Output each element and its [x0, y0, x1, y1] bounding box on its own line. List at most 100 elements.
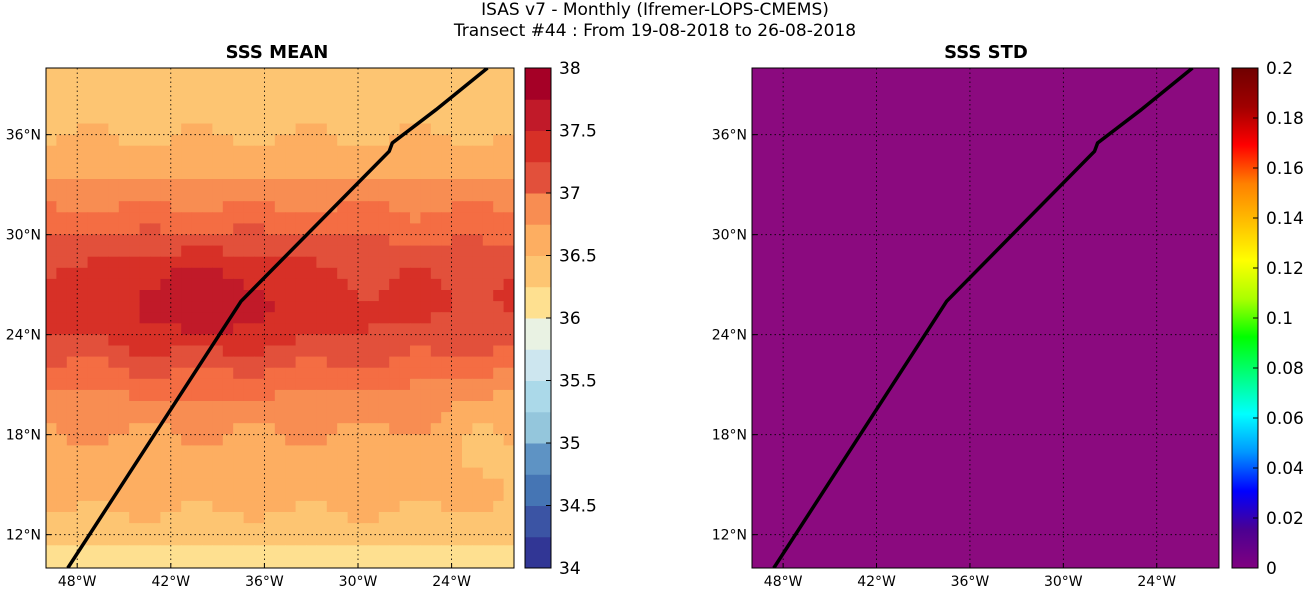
sss-mean-cell — [202, 101, 213, 113]
sss-mean-cell — [399, 223, 411, 236]
sss-mean-cell — [514, 246, 525, 258]
sss-mean-cell — [129, 256, 141, 269]
sss-mean-cell — [274, 112, 286, 125]
sss-mean-cell — [482, 345, 494, 358]
sss-mean-cell — [160, 367, 172, 380]
sss-mean-cell — [514, 468, 525, 480]
sss-mean-cell — [98, 156, 109, 169]
sss-mean-cell — [56, 256, 68, 269]
sss-mean-cell — [191, 500, 203, 513]
sss-mean-cell — [87, 234, 99, 247]
sss-mean-cell — [170, 534, 182, 546]
sss-mean-cell — [108, 345, 120, 358]
sss-mean-cell — [337, 134, 349, 147]
sss-mean-cell — [410, 478, 421, 491]
sss-mean-cell — [378, 156, 390, 169]
sss-mean-cell — [316, 123, 328, 136]
sss-mean-cell — [493, 134, 505, 147]
sss-mean-cell — [493, 323, 505, 335]
sss-mean-cell — [46, 290, 57, 302]
sss-mean-cell — [462, 423, 473, 435]
sss-mean-cell — [420, 478, 432, 491]
sss-mean-cell — [326, 145, 338, 158]
sss-mean-cell — [514, 179, 525, 191]
sss-mean-cell — [118, 68, 130, 80]
sss-mean-cell — [108, 545, 120, 557]
sss-mean-cell — [170, 389, 182, 402]
sss-mean-cell — [222, 489, 234, 502]
sss-mean-cell — [306, 167, 317, 180]
sss-mean-cell — [139, 545, 151, 557]
sss-mean-cell — [46, 545, 57, 557]
colorbar-tick-label: 38 — [559, 59, 581, 79]
sss-mean-cell — [191, 201, 203, 213]
sss-mean-cell — [347, 223, 359, 236]
sss-mean-cell — [358, 267, 369, 280]
sss-mean-cell — [399, 68, 411, 80]
sss-mean-cell — [243, 556, 255, 568]
sss-mean-cell — [441, 223, 453, 236]
sss-mean-cell — [191, 378, 203, 391]
sss-mean-cell — [46, 190, 57, 202]
sss-mean-cell — [368, 556, 380, 568]
sss-mean-cell — [316, 334, 328, 347]
sss-mean-cell — [264, 256, 276, 269]
sss-mean-cell — [337, 534, 349, 546]
sss-mean-cell — [129, 134, 141, 147]
sss-mean-cell — [181, 290, 193, 302]
sss-mean-cell — [514, 523, 525, 535]
sss-mean-cell — [358, 245, 369, 258]
sss-mean-cell — [368, 190, 380, 202]
sss-mean-cell — [410, 378, 421, 391]
sss-mean-cell — [56, 500, 68, 513]
sss-mean-cell — [274, 323, 286, 335]
sss-mean-cell — [358, 68, 369, 80]
sss-mean-cell — [181, 179, 193, 191]
sss-mean-cell — [514, 412, 525, 424]
sss-mean-cell — [46, 412, 57, 424]
sss-mean-cell — [389, 567, 401, 568]
sss-mean-cell — [295, 445, 307, 458]
sss-mean-cell — [233, 312, 245, 324]
sss-mean-cell — [462, 401, 473, 413]
sss-mean-cell — [170, 267, 182, 280]
sss-mean-cell — [139, 467, 151, 480]
sss-mean-cell — [503, 500, 514, 513]
sss-mean-cell — [264, 112, 276, 125]
sss-mean-cell — [77, 445, 89, 458]
sss-mean-cell — [441, 478, 453, 491]
sss-mean-cell — [56, 101, 68, 113]
sss-mean-cell — [118, 223, 130, 236]
sss-mean-cell — [170, 434, 182, 446]
sss-mean-cell — [430, 512, 442, 524]
sss-mean-cell — [264, 467, 276, 480]
sss-mean-cell — [337, 256, 349, 269]
lat-tick-label: 12°N — [6, 528, 41, 544]
sss-mean-cell — [222, 478, 234, 491]
sss-mean-cell — [108, 101, 120, 113]
sss-mean-cell — [462, 545, 473, 557]
sss-mean-cell — [160, 90, 172, 102]
sss-mean-cell — [98, 534, 109, 546]
sss-mean-cell — [233, 423, 245, 435]
colorbar-tick-label: 0.18 — [1266, 109, 1304, 129]
sss-mean-cell — [451, 367, 463, 380]
sss-mean-cell — [150, 545, 161, 557]
sss-mean-cell — [347, 323, 359, 335]
sss-mean-cell — [108, 223, 120, 236]
sss-mean-cell — [306, 512, 317, 524]
sss-mean-cell — [118, 478, 130, 491]
sss-mean-cell — [77, 434, 89, 446]
sss-mean-cell — [66, 489, 78, 502]
sss-mean-cell — [295, 101, 307, 113]
sss-mean-cell — [503, 356, 514, 369]
sss-mean-cell — [451, 523, 463, 535]
sss-mean-cell — [441, 445, 453, 458]
sss-mean-cell — [160, 512, 172, 524]
sss-mean-cell — [46, 478, 57, 491]
sss-mean-cell — [129, 323, 141, 335]
sss-mean-cell — [326, 112, 338, 125]
sss-mean-cell — [202, 423, 213, 435]
sss-mean-cell — [441, 256, 453, 269]
sss-mean-cell — [98, 545, 109, 557]
